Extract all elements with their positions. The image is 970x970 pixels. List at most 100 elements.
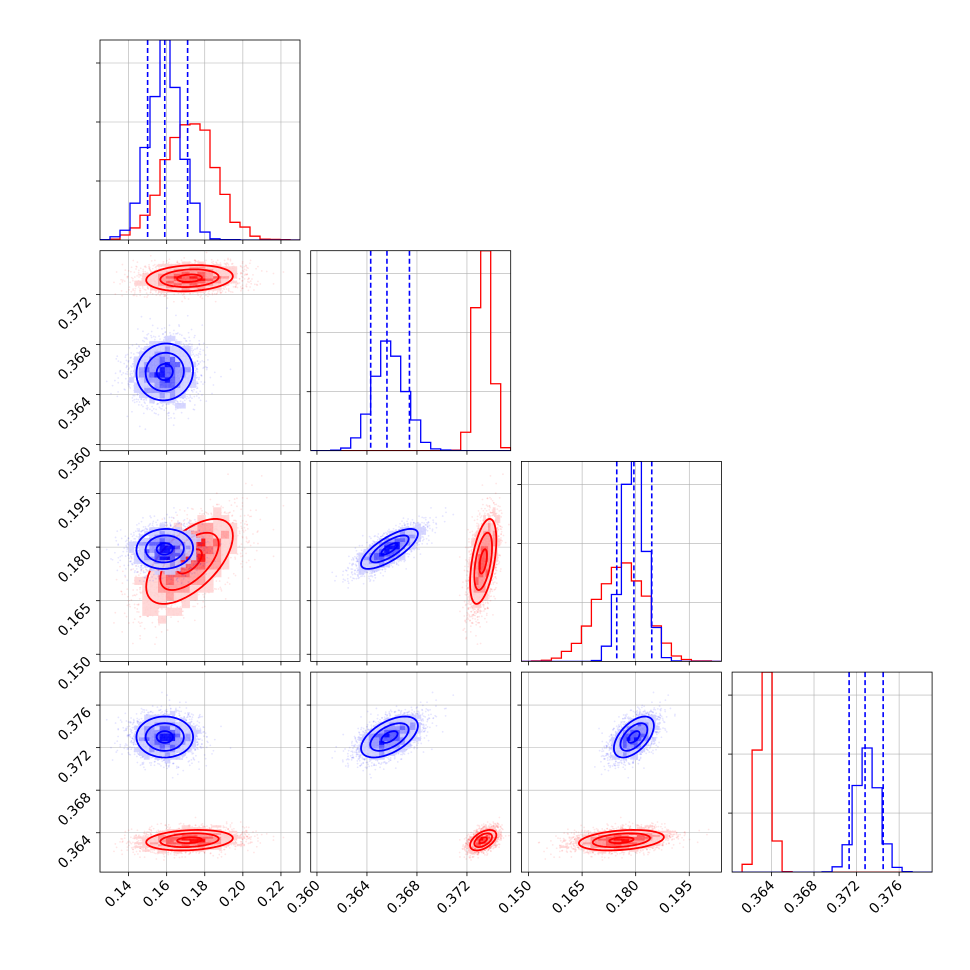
sample-point: [176, 332, 178, 335]
sample-point: [156, 264, 159, 267]
sample-point: [194, 369, 197, 372]
sample-point: [239, 272, 242, 275]
sample-point: [113, 281, 115, 284]
sample-point: [131, 277, 134, 280]
sample-point: [246, 273, 249, 276]
sample-point: [167, 261, 170, 264]
sample-point: [240, 289, 242, 292]
sample-point: [245, 285, 247, 287]
sample-point: [238, 282, 241, 284]
histogram-2-series-1: [521, 461, 722, 662]
sample-point: [241, 272, 244, 275]
sample-point: [153, 338, 156, 341]
sample-point: [189, 394, 192, 397]
sample-point: [149, 269, 152, 272]
density-cell: [134, 282, 143, 286]
sample-point: [142, 412, 145, 415]
sample-point: [259, 283, 262, 285]
sample-point: [142, 287, 144, 289]
sample-point: [138, 344, 140, 347]
sample-point: [132, 294, 135, 297]
sample-point: [215, 262, 218, 265]
sample-point: [138, 289, 141, 292]
sample-point: [219, 290, 221, 293]
sample-point: [180, 341, 183, 343]
sample-point: [151, 409, 153, 412]
density-cell: [173, 287, 183, 291]
sample-point: [205, 251, 208, 254]
sample-point: [187, 298, 190, 300]
sample-point: [183, 295, 186, 298]
sample-point: [180, 259, 183, 262]
sample-point: [139, 273, 141, 276]
density-cell: [221, 273, 230, 277]
sample-point: [196, 364, 199, 367]
sample-point: [202, 349, 205, 352]
sample-point: [146, 404, 149, 407]
sample-point: [150, 260, 153, 262]
sample-point: [205, 294, 207, 297]
panel-3-3-frame: [731, 671, 933, 873]
sample-point: [143, 336, 146, 339]
sample-point: [245, 265, 248, 267]
sample-point: [124, 269, 127, 272]
sample-point: [142, 268, 145, 271]
sample-point: [216, 290, 219, 293]
sample-point: [240, 271, 242, 274]
sample-point: [193, 259, 196, 262]
sample-point: [144, 289, 147, 291]
sample-point: [202, 367, 205, 370]
sample-point: [251, 278, 253, 280]
histogram-0-series-0: [100, 123, 300, 240]
sample-point: [155, 408, 158, 411]
sample-point: [216, 292, 218, 295]
sample-point: [160, 292, 162, 295]
sample-point: [146, 286, 149, 289]
sample-point: [246, 273, 249, 276]
sample-point: [234, 286, 237, 289]
sample-point: [238, 277, 241, 280]
sample-point: [223, 288, 226, 291]
sample-point: [158, 266, 161, 269]
sample-point: [139, 289, 142, 292]
sample-point: [241, 284, 244, 287]
sample-point: [246, 280, 249, 283]
sample-point: [151, 405, 154, 408]
sample-point: [164, 331, 167, 334]
sample-point: [162, 293, 165, 295]
sample-point: [210, 261, 213, 264]
sample-point: [166, 307, 169, 310]
sample-point: [249, 259, 252, 262]
sample-point: [142, 347, 145, 350]
sample-point: [123, 280, 126, 282]
sample-point: [183, 337, 185, 340]
sample-point: [168, 403, 170, 405]
sample-point: [199, 348, 202, 351]
sample-point: [201, 394, 203, 396]
sample-point: [140, 347, 143, 350]
sample-point: [137, 269, 140, 272]
sample-point: [163, 295, 165, 298]
sample-point: [245, 285, 248, 288]
sample-point: [241, 280, 244, 282]
sample-point: [144, 270, 147, 273]
sample-point: [129, 372, 132, 375]
sample-point: [212, 260, 215, 263]
sample-point: [208, 290, 210, 293]
sample-point: [203, 381, 206, 384]
sample-point: [241, 260, 244, 263]
sample-point: [126, 373, 129, 376]
sample-point: [145, 292, 148, 295]
sample-point: [143, 296, 146, 298]
sample-point: [199, 390, 202, 393]
sample-point: [229, 290, 232, 293]
sample-point: [182, 343, 185, 345]
sample-point: [212, 290, 215, 293]
sample-point: [248, 262, 251, 265]
sample-point: [131, 372, 134, 375]
sample-point: [146, 271, 149, 274]
sample-point: [180, 411, 183, 414]
sample-point: [117, 360, 120, 363]
sample-point: [146, 287, 149, 290]
sample-point: [135, 398, 138, 401]
